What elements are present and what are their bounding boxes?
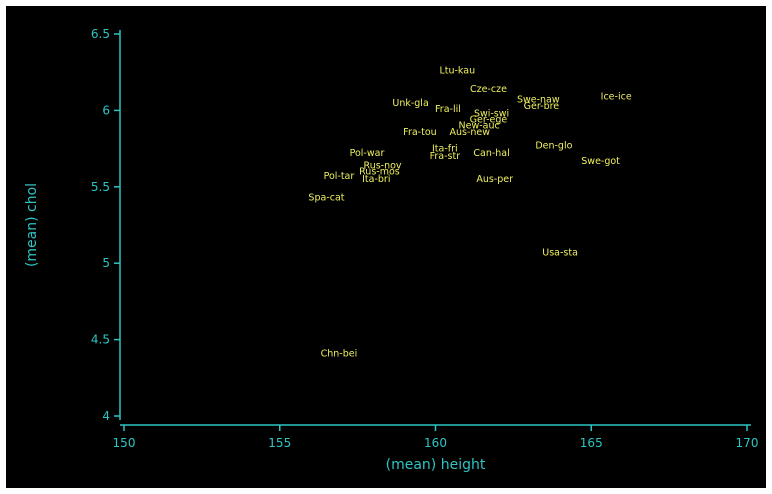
point-label: Rus-nov [364,160,402,171]
y-tick-label: 5.5 [91,180,110,194]
x-tick-label: 170 [736,436,759,450]
point-label: Aus-new [449,127,490,138]
x-tick-label: 155 [268,436,291,450]
chart-frame: 4 4.5 5 5.5 6 6.5 150 155 160 165 170 Ltu-kau Cze-… [6,6,766,488]
y-tick-label: 4 [102,409,110,423]
point-label: Chn-bei [321,348,358,359]
x-axis-title: (mean) height [386,457,486,473]
point-label: Can-hal [473,148,509,159]
point-label: Usa-sta [542,248,578,259]
point-label: Fra-lil [435,104,461,115]
point-label: New-auc [459,121,500,132]
point-label: Unk-gla [392,98,428,109]
point-label: Fra-tou [403,127,437,138]
point-label: Swe-got [581,156,620,167]
point-label: Aus-per [476,174,513,185]
x-tick-label: 150 [113,436,136,450]
point-label: Cze-cze [470,84,507,95]
point-label: Swi-swi [474,108,509,119]
point-label: Ita-fri [432,144,458,155]
point-label: Pol-tar [324,171,355,182]
y-ticks: 4 4.5 5 5.5 6 6.5 [91,27,120,423]
y-axis-title: (mean) chol [24,183,40,267]
y-tick-label: 5 [102,256,110,270]
point-label: Fra-str [430,151,461,162]
scatter-chart: 4 4.5 5 5.5 6 6.5 150 155 160 165 170 Ltu-kau Cze-… [24,27,759,473]
y-tick-label: 4.5 [91,333,110,347]
x-tick-label: 160 [424,436,447,450]
y-tick-label: 6 [102,103,110,117]
point-label: Ger-bre [524,101,560,112]
point-label: Den-glo [535,141,572,152]
point-label: Pol-war [350,148,385,159]
y-tick-label: 6.5 [91,27,110,41]
point-label: Rus-mos [359,167,400,178]
point-label: Swe-naw [517,95,560,106]
point-label: Ltu-kau [439,66,475,77]
point-label: Ice-ice [601,92,632,103]
axes [119,30,751,426]
x-tick-label: 165 [580,436,603,450]
x-ticks: 150 155 160 165 170 [113,425,759,450]
point-label: Spa-cat [308,192,344,203]
point-label: Ger-ege [470,115,508,126]
point-label: Ita-bri [362,174,390,185]
